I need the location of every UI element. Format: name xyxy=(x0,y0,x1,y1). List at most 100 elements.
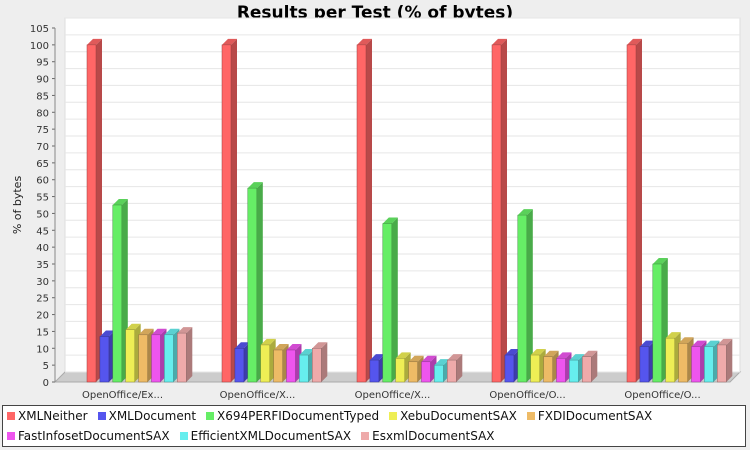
bar xyxy=(626,44,637,383)
bar xyxy=(691,346,701,383)
y-tick-label: 5 xyxy=(43,361,49,372)
x-tick-label: OpenOffice/O... xyxy=(489,390,565,401)
y-tick-label: 55 xyxy=(36,193,49,204)
bar-top xyxy=(530,349,546,356)
legend-swatch xyxy=(7,432,15,440)
bar-top xyxy=(99,330,115,337)
bar xyxy=(569,359,579,383)
bar xyxy=(299,354,309,383)
bar-top xyxy=(286,343,302,350)
legend-swatch xyxy=(179,432,188,440)
bar-top xyxy=(627,38,642,45)
legend-swatch xyxy=(361,432,370,440)
bar xyxy=(382,223,393,383)
bar-side xyxy=(231,38,237,382)
y-tick-label: 90 xyxy=(36,75,49,86)
y-tick-label: 95 xyxy=(36,58,49,69)
bar-side xyxy=(321,342,328,382)
y-tick-label: 40 xyxy=(36,243,49,254)
bar-top xyxy=(665,332,681,339)
bar xyxy=(408,361,418,383)
bar xyxy=(247,187,258,383)
bar-top xyxy=(357,38,372,45)
bar-side xyxy=(726,338,733,382)
bar-top xyxy=(569,354,585,361)
bar-side xyxy=(456,354,463,382)
legend-label: X694PERFIDocumentTyped xyxy=(217,409,380,423)
legend-item: EsxmlDocumentSAX xyxy=(361,429,495,443)
y-tick-label: 60 xyxy=(36,176,49,187)
bar xyxy=(678,342,688,383)
bar-top xyxy=(543,350,559,357)
bar-top xyxy=(395,352,411,359)
legend-swatch xyxy=(389,412,398,420)
bar-top xyxy=(299,349,315,356)
bar-top xyxy=(639,340,655,347)
bar-top xyxy=(369,354,385,361)
bar xyxy=(504,354,515,383)
bar-top xyxy=(556,352,572,359)
legend-item: FastInfosetDocumentSAX xyxy=(7,429,170,443)
bar-top xyxy=(582,350,598,357)
bar xyxy=(639,346,650,383)
x-tick-label: OpenOffice/Ex... xyxy=(82,390,163,401)
bar-top xyxy=(434,359,450,366)
bar xyxy=(543,356,553,383)
bar xyxy=(312,348,322,383)
bar-top xyxy=(260,338,276,345)
bar-top xyxy=(652,258,668,264)
y-tick-label: 75 xyxy=(36,125,49,136)
bar-top xyxy=(87,38,102,45)
bar-side xyxy=(636,38,642,382)
legend-item: XMLNeither xyxy=(7,409,88,423)
y-tick-label: 15 xyxy=(36,327,49,338)
bar xyxy=(395,358,405,383)
y-tick-label: 70 xyxy=(36,142,49,153)
bar-top xyxy=(247,182,263,189)
legend-label: XMLDocument xyxy=(108,409,197,423)
plot-area: 0 5 10 15 20 25 30 35 40 45 50 55 60 65 70 75 80 85 90 95 10… xyxy=(30,17,742,401)
bar-top xyxy=(138,328,154,335)
bar xyxy=(164,334,174,383)
bar xyxy=(138,334,148,383)
bar-top xyxy=(164,328,180,335)
legend-swatch xyxy=(526,412,535,420)
y-tick-label: 50 xyxy=(36,209,49,220)
bar-top xyxy=(421,355,437,362)
y-tick-label: 25 xyxy=(36,294,49,305)
y-tick-label: 20 xyxy=(36,311,49,322)
bar-top xyxy=(312,342,328,349)
bar-top xyxy=(234,342,250,349)
bar-top xyxy=(717,338,733,345)
y-tick-label: 30 xyxy=(36,277,49,288)
bar-top xyxy=(382,217,398,224)
legend-label: XMLNeither xyxy=(18,409,88,423)
legend-item: XMLDocument xyxy=(97,409,197,423)
legend-item: X694PERFIDocumentTyped xyxy=(206,409,379,423)
legend-swatch xyxy=(206,412,215,420)
legend-label: EsxmlDocumentSAX xyxy=(372,429,495,443)
y-tick-label: 10 xyxy=(36,344,49,355)
bar-side xyxy=(391,217,398,382)
bar-top xyxy=(222,38,237,45)
bar xyxy=(112,204,123,383)
legend-item: EfficientXMLDocumentSAX xyxy=(179,429,351,443)
bar-side xyxy=(501,38,507,382)
y-tick-label: 45 xyxy=(36,226,49,237)
y-tick-label: 65 xyxy=(36,159,49,170)
bar-top xyxy=(691,340,707,347)
legend-swatch xyxy=(7,412,15,420)
bar-side xyxy=(96,38,102,382)
bar xyxy=(221,44,232,383)
bar-side xyxy=(186,327,193,382)
bar xyxy=(177,332,187,383)
bar xyxy=(260,344,270,383)
legend-label: FXDIDocumentSAX xyxy=(537,409,653,423)
bar xyxy=(86,44,97,383)
bar xyxy=(434,364,444,383)
y-tick-label: 100 xyxy=(30,41,49,52)
x-tick-label: OpenOffice/O... xyxy=(624,390,700,401)
bar-top xyxy=(125,323,141,330)
legend-row: XMLNeither XMLDocument X694PERFIDocumentTy… xyxy=(7,409,662,423)
